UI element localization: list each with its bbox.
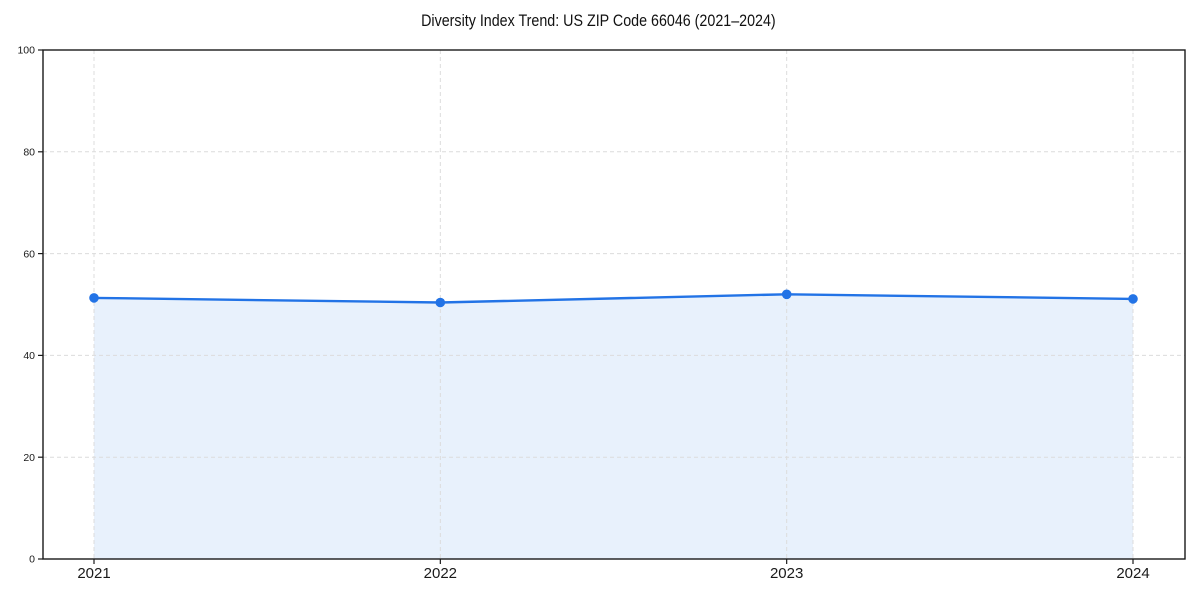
y-tick-label-60: 60 — [23, 248, 35, 260]
data-point-2023 — [781, 289, 792, 300]
trend-line — [92, 293, 1135, 304]
x-tick-label-2021: 2021 — [77, 565, 110, 582]
plot-background — [43, 50, 1185, 559]
x-tick-label-2023: 2023 — [770, 565, 803, 582]
data-point-2024 — [1128, 294, 1138, 304]
x-tick-label-2024: 2024 — [1116, 565, 1149, 582]
y-tick-label-0: 0 — [29, 554, 35, 566]
x-tick-label-2022: 2022 — [424, 565, 457, 582]
plot-border — [42, 49, 1186, 560]
y-tick-label-100: 100 — [17, 45, 35, 57]
y-tick-label-20: 20 — [23, 452, 35, 464]
y-tick-label-80: 80 — [23, 146, 35, 158]
chart-title: Diversity Index Trend: US ZIP Code 66046… — [421, 11, 776, 30]
data-point-2022 — [435, 297, 446, 308]
data-point-2021 — [89, 293, 99, 303]
area-fill — [94, 294, 1133, 559]
y-tick-label-40: 40 — [23, 350, 35, 362]
